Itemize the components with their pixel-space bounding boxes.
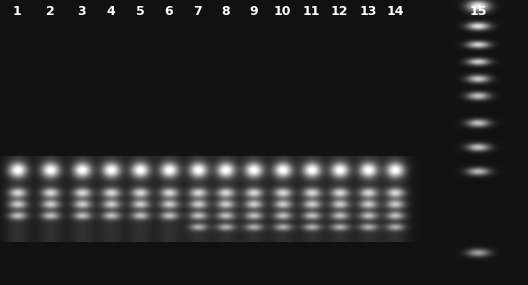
Text: 15: 15 — [469, 5, 487, 18]
Text: 10: 10 — [274, 5, 291, 18]
Text: 8: 8 — [221, 5, 230, 18]
Text: 9: 9 — [249, 5, 258, 18]
Text: 4: 4 — [107, 5, 115, 18]
Text: 2: 2 — [46, 5, 54, 18]
Text: 7: 7 — [194, 5, 202, 18]
Text: 3: 3 — [78, 5, 86, 18]
Text: 14: 14 — [386, 5, 404, 18]
Text: 12: 12 — [331, 5, 348, 18]
Text: 13: 13 — [360, 5, 376, 18]
Text: 5: 5 — [136, 5, 144, 18]
Text: 1: 1 — [13, 5, 22, 18]
Text: 6: 6 — [165, 5, 173, 18]
Text: 11: 11 — [303, 5, 320, 18]
